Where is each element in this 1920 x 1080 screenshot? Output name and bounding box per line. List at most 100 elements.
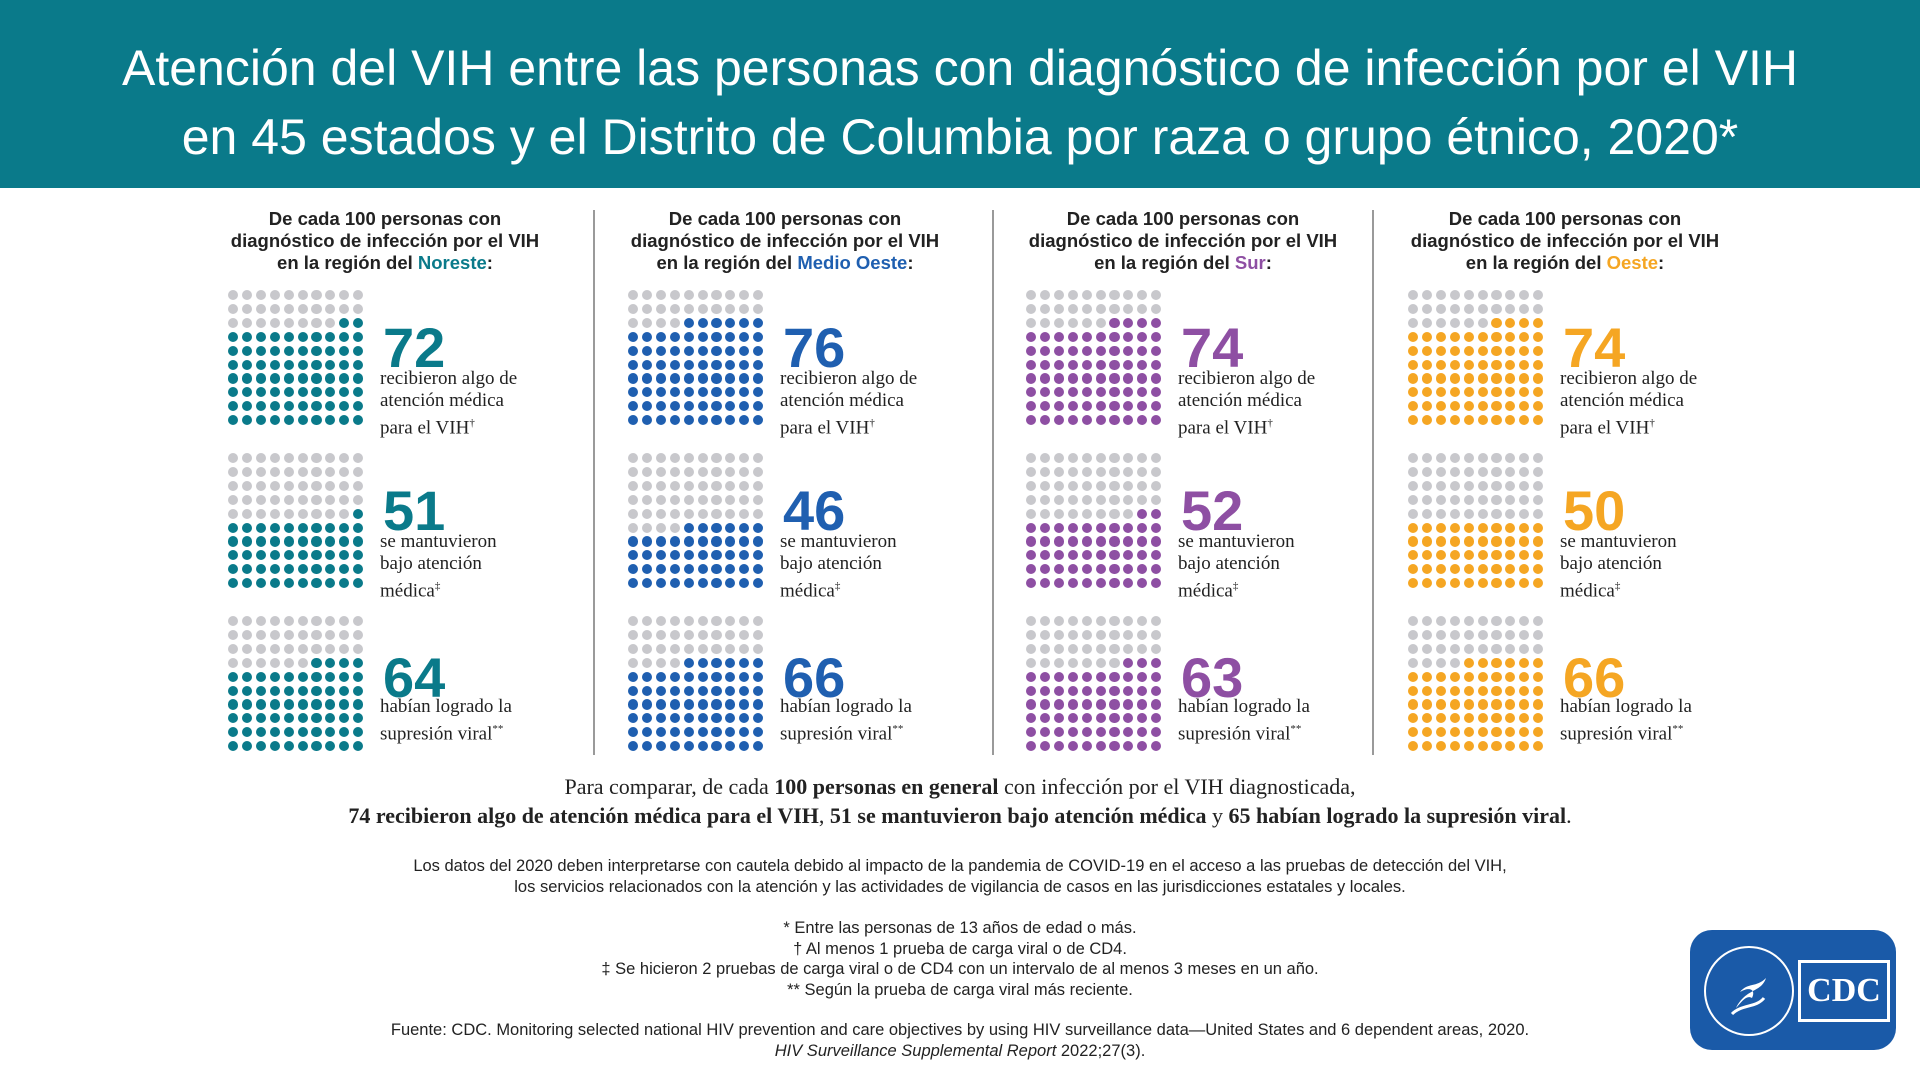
dot-filled [1095, 401, 1106, 412]
dot-filled [683, 401, 694, 412]
dot-filled [1519, 713, 1530, 724]
dot-filled [1026, 387, 1037, 398]
dot-empty [1151, 303, 1162, 315]
dot-empty [697, 480, 708, 491]
dot-filled [1477, 685, 1488, 696]
dot-filled [1477, 713, 1488, 724]
dot-filled [1137, 564, 1148, 575]
region-name: Oeste [1606, 252, 1659, 273]
dot-empty [697, 616, 708, 627]
dot-filled [297, 699, 308, 710]
dot-filled [1095, 578, 1106, 589]
dot-filled [697, 331, 708, 342]
dot-empty [739, 629, 750, 641]
dot-filled [1026, 331, 1037, 342]
dot-filled [1463, 331, 1474, 342]
dot-filled [1123, 564, 1134, 575]
dot-empty [228, 629, 239, 641]
dot-filled [1095, 685, 1106, 696]
title-line-1: Atención del VIH entre las personas con … [122, 40, 1798, 96]
dot-filled [1039, 415, 1051, 426]
dot-filled [1449, 415, 1460, 426]
dot-empty [1109, 629, 1120, 641]
dot-empty [241, 290, 253, 301]
dot-filled [1533, 317, 1544, 328]
dot-empty [725, 453, 736, 464]
dot-empty [241, 616, 253, 627]
dot-filled [283, 699, 294, 710]
dot-empty [1408, 657, 1419, 668]
dot-filled [1026, 373, 1037, 384]
dot-empty [1081, 303, 1092, 315]
dot-empty [1421, 453, 1433, 464]
dot-filled [1449, 359, 1460, 370]
dot-filled [325, 699, 336, 710]
dot-empty [1053, 303, 1064, 315]
dot-grid [628, 616, 773, 761]
dot-filled [1053, 331, 1064, 342]
dot-filled [1421, 699, 1433, 710]
dot-filled [1421, 331, 1433, 342]
dot-empty [1421, 466, 1433, 478]
dot-empty [1449, 290, 1460, 301]
dot-filled [1026, 699, 1037, 710]
dot-empty [353, 616, 364, 627]
dot-filled [241, 522, 253, 533]
dot-filled [725, 522, 736, 533]
dot-empty [1533, 494, 1544, 505]
dot-empty [311, 317, 322, 328]
dot-filled [711, 373, 722, 384]
dot-empty [1533, 466, 1544, 478]
dot-empty [1081, 466, 1092, 478]
dot-filled [269, 536, 280, 547]
dot-filled [1137, 401, 1148, 412]
dot-empty [228, 303, 239, 315]
dot-empty [1519, 290, 1530, 301]
dot-empty [628, 480, 639, 491]
dot-filled [1039, 671, 1051, 682]
dot-filled [228, 536, 239, 547]
dot-filled [241, 671, 253, 682]
dot-filled [297, 741, 308, 752]
dot-filled [228, 564, 239, 575]
dot-filled [1039, 536, 1051, 547]
dot-filled [1533, 727, 1544, 738]
dot-empty [1026, 453, 1037, 464]
dot-empty [1026, 616, 1037, 627]
dot-filled [1449, 713, 1460, 724]
dot-empty [1463, 494, 1474, 505]
dot-filled [725, 536, 736, 547]
dot-filled [1491, 727, 1502, 738]
dot-filled [1095, 550, 1106, 561]
dot-filled [725, 564, 736, 575]
metric-value: 64 [383, 646, 446, 709]
dot-filled [1408, 401, 1419, 412]
dot-filled [711, 331, 722, 342]
dot-filled [1505, 415, 1516, 426]
dot-filled [255, 373, 266, 384]
dot-filled [655, 550, 666, 561]
metric-block [590, 290, 980, 435]
dot-filled [1463, 671, 1474, 682]
dot-empty [297, 508, 308, 519]
dot-filled [1408, 345, 1419, 356]
dot-empty [297, 643, 308, 654]
dot-empty [283, 508, 294, 519]
dot-filled [311, 331, 322, 342]
dot-filled [628, 550, 639, 561]
dot-empty [325, 629, 336, 641]
dot-empty [1095, 480, 1106, 491]
dot-filled [669, 578, 680, 589]
dot-empty [669, 453, 680, 464]
dot-filled [1039, 331, 1051, 342]
dot-empty [669, 522, 680, 533]
dot-filled [753, 671, 764, 682]
dot-filled [269, 671, 280, 682]
dot-filled [1137, 713, 1148, 724]
dot-filled [753, 522, 764, 533]
hhs-seal-icon [1704, 946, 1794, 1036]
dot-empty [297, 453, 308, 464]
dot-filled [655, 685, 666, 696]
dot-filled [711, 699, 722, 710]
dot-empty [697, 303, 708, 315]
